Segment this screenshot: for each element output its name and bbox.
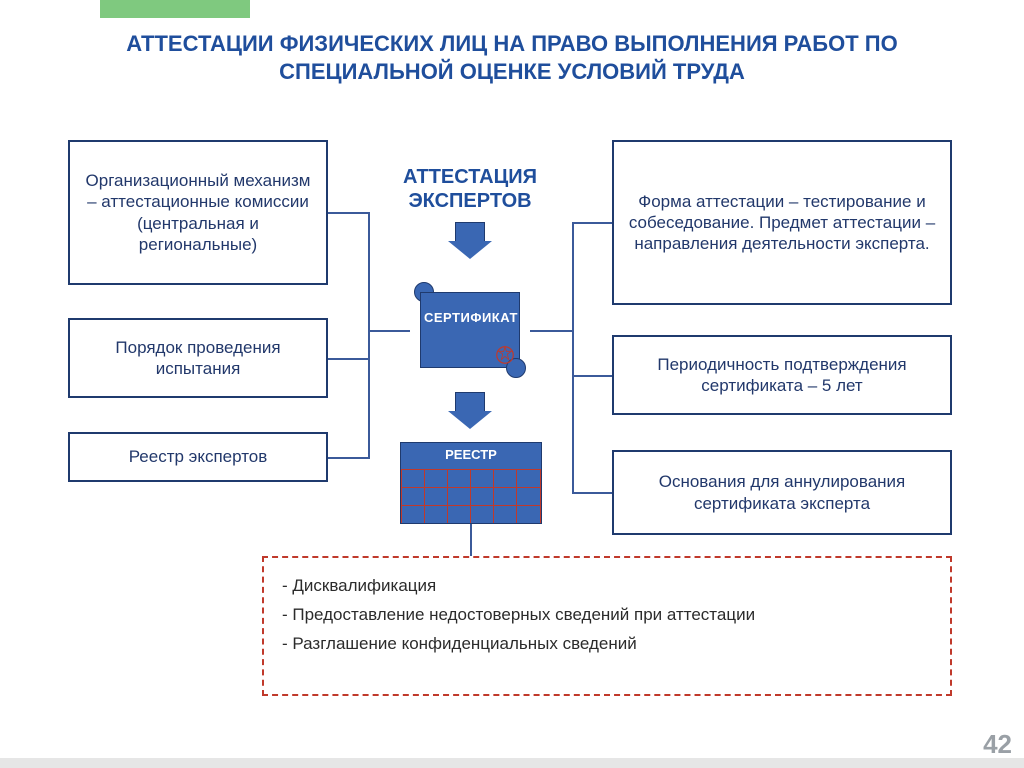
left-box-3: Реестр экспертов xyxy=(68,432,328,482)
left-box-1-text: Организационный механизм – аттестационны… xyxy=(80,170,316,255)
details-box: - Дисквалификация - Предоставление недос… xyxy=(262,556,952,696)
connector-r2-h xyxy=(572,375,612,377)
connector-l1-h xyxy=(328,212,368,214)
seal-icon xyxy=(494,344,516,366)
registry-icon: РЕЕСТР xyxy=(400,442,542,524)
connector-right-to-cert xyxy=(530,330,572,332)
details-line-2: - Предоставление недостоверных сведений … xyxy=(282,601,932,630)
connector-r1-h xyxy=(572,222,612,224)
left-box-2: Порядок проведения испытания xyxy=(68,318,328,398)
footer-bar xyxy=(0,758,1024,768)
connector-r3-h xyxy=(572,492,612,494)
right-box-3-text: Основания для аннулирования сертификата … xyxy=(624,471,940,514)
right-box-1-text: Форма аттестации – тестирование и собесе… xyxy=(624,191,940,255)
page-title: АТТЕСТАЦИИ ФИЗИЧЕСКИХ ЛИЦ НА ПРАВО ВЫПОЛ… xyxy=(0,30,1024,85)
right-box-1: Форма аттестации – тестирование и собесе… xyxy=(612,140,952,305)
certificate-label: СЕРТИФИКАТ xyxy=(424,310,518,325)
connector-left-v xyxy=(368,212,370,459)
connector-l2-h xyxy=(328,358,368,360)
connector-right-v xyxy=(572,222,574,494)
certificate-scroll-icon: СЕРТИФИКАТ xyxy=(410,280,530,380)
right-box-2-text: Периодичность подтверждения сертификата … xyxy=(624,354,940,397)
accent-bar xyxy=(100,0,250,18)
registry-label: РЕЕСТР xyxy=(401,447,541,462)
details-line-3: - Разглашение конфиденциальных сведений xyxy=(282,630,932,659)
left-box-2-text: Порядок проведения испытания xyxy=(80,337,316,380)
arrow-down-1-icon xyxy=(450,222,490,259)
connector-l3-h xyxy=(328,457,368,459)
page-number: 42 xyxy=(983,729,1012,760)
right-box-2: Периодичность подтверждения сертификата … xyxy=(612,335,952,415)
connector-left-to-cert xyxy=(368,330,410,332)
registry-grid xyxy=(401,469,541,523)
center-heading: АТТЕСТАЦИЯ ЭКСПЕРТОВ xyxy=(360,165,580,213)
right-box-3: Основания для аннулирования сертификата … xyxy=(612,450,952,535)
details-line-1: - Дисквалификация xyxy=(282,572,932,601)
left-box-3-text: Реестр экспертов xyxy=(129,446,268,467)
left-box-1: Организационный механизм – аттестационны… xyxy=(68,140,328,285)
connector-registry-down xyxy=(470,524,472,556)
arrow-down-2-icon xyxy=(450,392,490,429)
